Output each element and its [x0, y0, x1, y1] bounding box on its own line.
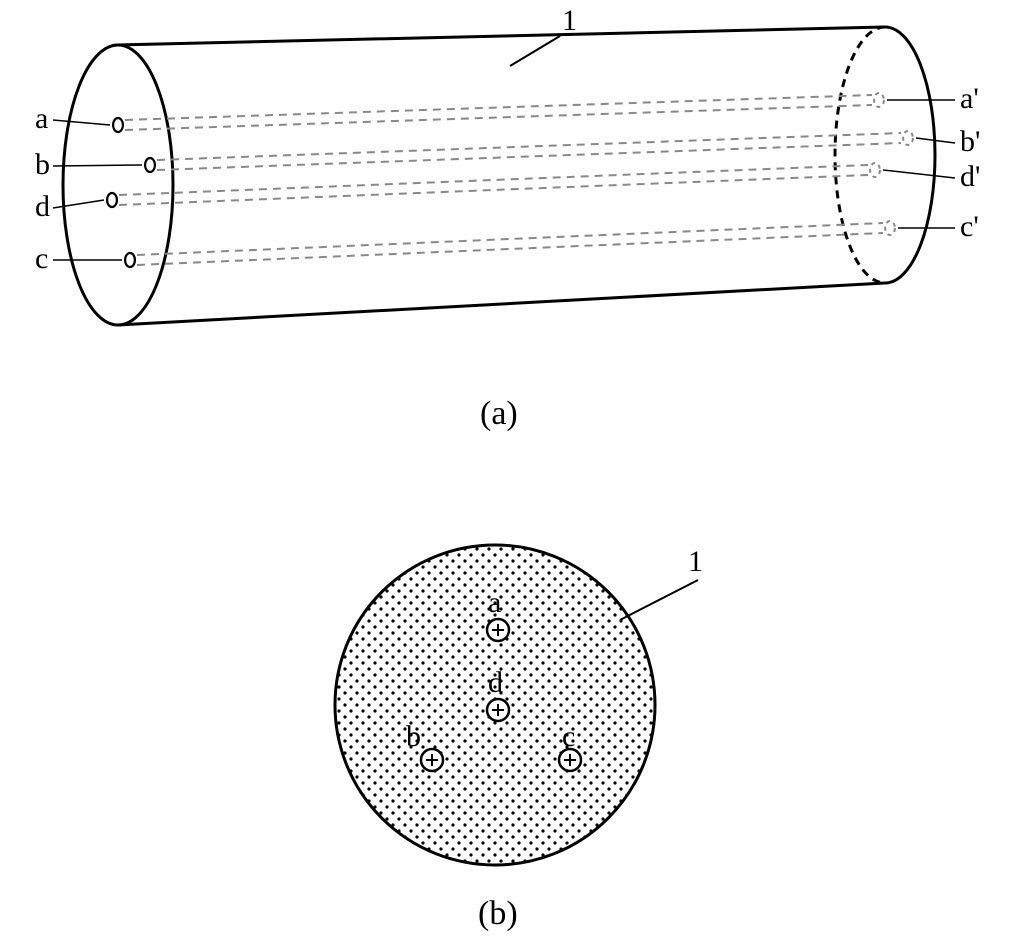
callout-1-a: 1: [562, 4, 577, 38]
callout-1-b: 1: [688, 545, 703, 579]
label-b-cross: b: [406, 720, 421, 754]
label-c-left: c: [35, 242, 48, 276]
label-d-right: d': [960, 160, 980, 194]
caption-b: (b): [478, 895, 518, 933]
label-d-cross: d: [488, 666, 503, 700]
label-a-left: a: [35, 102, 48, 136]
label-a-right: a': [960, 82, 979, 116]
label-c-cross: c: [562, 720, 575, 754]
label-a-cross: a: [488, 586, 501, 620]
diagram-svg: [0, 0, 1023, 951]
label-c-right: c': [960, 210, 979, 244]
diagram-container: a b d c a' b' d' c' 1 (a) a d b c 1 (b): [0, 0, 1023, 951]
label-b-left: b: [35, 148, 50, 182]
label-b-right: b': [960, 125, 980, 159]
label-d-left: d: [35, 190, 50, 224]
caption-a: (a): [480, 395, 518, 433]
